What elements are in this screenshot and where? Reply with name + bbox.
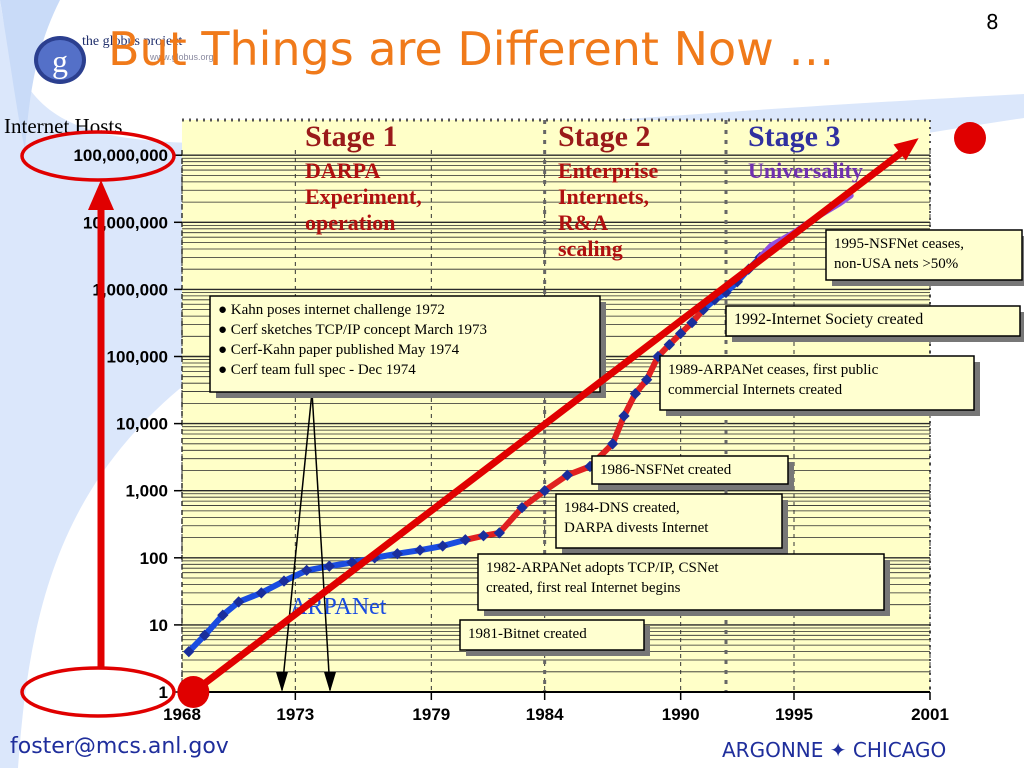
stage-subtitle: Enterprise [558, 158, 658, 183]
annotation-text: 1984-DNS created, [564, 500, 680, 516]
annotation-text: 1995-NSFNet ceases, [834, 236, 964, 252]
data-point [183, 645, 195, 658]
data-point [217, 609, 229, 621]
annotation-box-nsfnet-created [591, 455, 789, 485]
data-point [414, 544, 426, 556]
data-point [539, 485, 551, 497]
x-tick-label: 1973 [276, 705, 314, 724]
logo-text: the globus project [82, 34, 183, 49]
stage-title: Stage 1 [305, 120, 398, 153]
data-point [278, 575, 290, 587]
annotation-text: created, first real Internet begins [486, 580, 681, 596]
y-tick-label: 1 [159, 683, 168, 702]
highlight-ellipse-top [20, 130, 176, 182]
y-tick-label: 100 [140, 549, 168, 568]
annotation-text: ● Cerf team full spec - Dec 1974 [218, 362, 416, 378]
x-tick-label: 1968 [163, 705, 201, 724]
footer-org: ARGONNE ✦ CHICAGO [722, 738, 947, 762]
highlight-ellipse-bottom [20, 666, 176, 718]
stage-subtitle: Experiment, [305, 184, 422, 209]
data-point [477, 530, 490, 542]
stage-title: Stage 2 [558, 120, 651, 153]
annotation-box-dns-created [555, 493, 783, 549]
data-point [199, 629, 211, 641]
data-point [437, 540, 449, 552]
data-point [255, 587, 267, 599]
annotation-text: DARPA divests Internet [564, 520, 709, 536]
data-point [618, 410, 630, 422]
annotation-text: 1986-NSFNet created [600, 462, 732, 478]
x-tick-label: 1984 [526, 705, 564, 724]
annotation-text: 1981-Bitnet created [468, 626, 587, 642]
globus-logo: g [34, 36, 86, 84]
annotation-box-nsfnet-ceases [825, 229, 1023, 281]
y-tick-label: 100,000,000 [73, 146, 168, 165]
vertical-arrowhead-icon [88, 180, 114, 210]
pointer-line [281, 391, 313, 691]
annotation-text: 1992-Internet Society created [734, 311, 923, 328]
y-tick-label: 1,000,000 [92, 280, 168, 299]
trend-end-dot [954, 122, 986, 154]
x-tick-label: 1990 [662, 705, 700, 724]
stage-subtitle: Internets, [558, 184, 649, 209]
trend-arrowhead-icon [893, 138, 919, 161]
page-number: 8 [986, 10, 999, 34]
annotation-text: commercial Internets created [668, 382, 843, 398]
annotation-text: non-USA nets >50% [834, 256, 958, 272]
y-tick-label: 100,000 [107, 348, 168, 367]
data-point [629, 387, 641, 400]
trend-start-dot [177, 676, 210, 708]
data-point [493, 527, 505, 539]
annotation-box-bitnet-created [459, 619, 645, 651]
data-point [459, 534, 471, 546]
series-line [462, 306, 707, 543]
annotation-text: 1982-ARPANet adopts TCP/IP, CSNet [486, 560, 719, 576]
trend-line [191, 147, 907, 695]
data-point [607, 438, 619, 450]
pointer-line [311, 391, 331, 691]
logo-letter: g [52, 43, 68, 79]
data-point [675, 327, 687, 340]
logo-url: www.globus.org [150, 52, 214, 62]
data-point [663, 339, 675, 351]
y-tick-label: 10,000,000 [83, 213, 168, 232]
footer-email: foster@mcs.anl.gov [10, 734, 229, 759]
data-point [233, 596, 245, 608]
data-point [561, 469, 573, 481]
annotation-box-tcpip-adopted [477, 553, 885, 611]
stage-subtitle: DARPA [305, 158, 380, 183]
x-tick-label: 1979 [412, 705, 450, 724]
stage-subtitle: scaling [558, 236, 623, 261]
annotation-text: 1989-ARPANet ceases, first public [668, 362, 879, 378]
pointer-arrowhead-icon [324, 672, 336, 692]
x-tick-label: 2001 [911, 705, 949, 724]
y-tick-label: 1,000 [125, 482, 168, 501]
annotation-text: ● Cerf-Kahn paper published May 1974 [218, 342, 460, 358]
data-point [686, 316, 698, 329]
data-point [391, 548, 403, 560]
data-point [301, 564, 313, 577]
annotation-box-arpanet-ceases [659, 355, 975, 411]
data-point [323, 560, 335, 572]
stage-subtitle: Universality [748, 158, 863, 183]
annotation-box-milestones-1972 [209, 295, 601, 393]
data-point [516, 501, 528, 514]
y-tick-label: 10,000 [116, 415, 168, 434]
y-tick-label: 10 [149, 616, 168, 635]
stage-title: Stage 3 [748, 120, 841, 153]
stage-subtitle: R&A [558, 210, 608, 235]
annotation-text: ● Cerf sketches TCP/IP concept March 197… [218, 322, 487, 338]
annotation-box-internet-society [725, 305, 1021, 337]
pointer-arrowhead-icon [276, 672, 288, 692]
x-tick-label: 1995 [775, 705, 813, 724]
stage-subtitle: operation [305, 210, 395, 235]
annotation-text: ● Kahn poses internet challenge 1972 [218, 302, 445, 318]
slide-title: But Things are Different Now … [108, 22, 835, 76]
data-point [641, 374, 653, 386]
